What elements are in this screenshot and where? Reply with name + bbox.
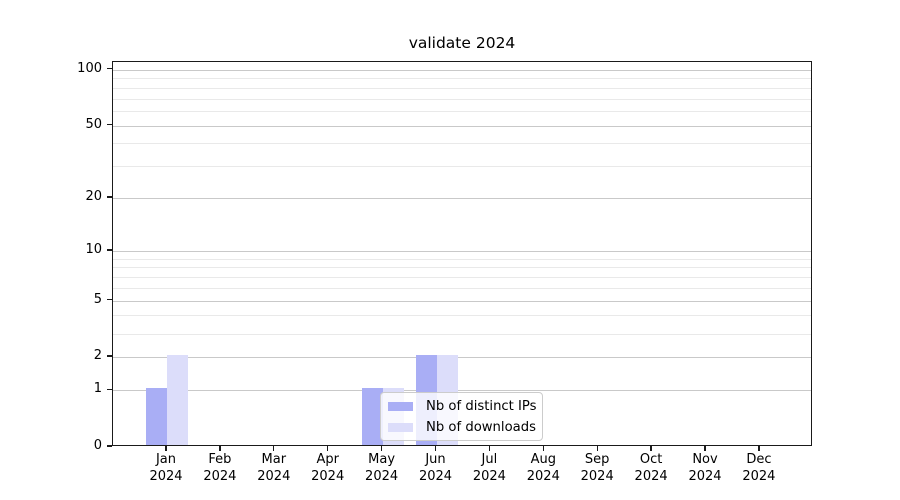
x-tick-jan	[165, 446, 167, 451]
bar-distinct-ips-jan	[146, 388, 167, 445]
x-tick-jun	[434, 446, 437, 451]
x-tick-label-oct: Oct 2024	[621, 452, 681, 485]
y-tick-20	[107, 196, 112, 198]
x-tick-label-month: Aug	[530, 452, 556, 467]
x-tick-label-year: 2024	[418, 468, 453, 484]
gridline-minor-9	[113, 258, 811, 260]
x-tick-feb	[219, 446, 221, 451]
x-tick-label-nov: Nov 2024	[675, 452, 735, 485]
y-tick-10	[107, 249, 112, 251]
y-tick-label-10: 10	[85, 241, 102, 257]
x-tick-label-aug: Aug 2024	[513, 452, 573, 485]
y-tick-label-0: 0	[93, 438, 102, 453]
x-tick-label-year: 2024	[203, 468, 237, 484]
legend-label-distinct-ips: Nb of distinct IPs	[426, 398, 537, 414]
x-tick-label-year: 2024	[688, 468, 722, 484]
gridline-major-2	[113, 357, 811, 359]
x-tick-nov	[704, 446, 706, 451]
gridline-major-100	[113, 69, 811, 71]
y-tick-0	[107, 445, 112, 447]
x-tick-oct	[650, 446, 652, 451]
x-tick-label-year: 2024	[311, 468, 345, 484]
chart-title: validate 2024	[408, 34, 516, 52]
legend-item-distinct-ips: Nb of distinct IPs	[388, 398, 537, 415]
x-tick-label-dec: Dec 2024	[729, 452, 789, 485]
x-tick-label-mar: Mar 2024	[244, 452, 304, 485]
x-tick-label-year: 2024	[149, 468, 183, 484]
gridline-minor-30	[113, 166, 811, 168]
x-tick-label-month: Jun	[425, 452, 446, 467]
x-tick-mar	[273, 446, 275, 451]
x-tick-label-sep: Sep 2024	[567, 452, 627, 485]
gridline-minor-70	[113, 98, 811, 100]
gridline-major-10	[113, 250, 811, 252]
x-tick-label-month: Jul	[481, 452, 498, 467]
gridline-minor-4	[113, 315, 811, 317]
gridline-minor-80	[113, 87, 811, 89]
x-tick-label-month: Mar	[261, 452, 287, 467]
x-tick-label-month: Dec	[746, 452, 772, 467]
legend-item-downloads: Nb of downloads	[388, 419, 536, 436]
x-tick-label-year: 2024	[526, 468, 560, 484]
x-tick-label-month: May	[368, 452, 396, 467]
x-tick-jul	[488, 446, 491, 451]
gridline-minor-6	[113, 287, 811, 289]
y-tick-label-2: 2	[93, 348, 102, 364]
x-tick-label-month: Jan	[155, 452, 177, 467]
x-tick-may	[380, 446, 383, 451]
x-tick-label-month: Apr	[316, 452, 339, 467]
y-tick-2	[107, 355, 112, 357]
x-tick-label-jan: Jan 2024	[136, 452, 196, 485]
gridline-major-50	[113, 125, 811, 127]
x-tick-label-year: 2024	[634, 468, 668, 484]
x-tick-aug	[542, 446, 544, 451]
plot-area	[112, 61, 812, 446]
x-tick-sep	[596, 446, 598, 451]
x-tick-label-month: Feb	[208, 452, 232, 467]
bar-distinct-ips-may	[361, 388, 383, 445]
x-tick-label-jun: Jun 2024	[406, 452, 466, 485]
gridline-major-5	[113, 300, 811, 302]
gridline-minor-8	[113, 267, 811, 269]
x-tick-label-month: Nov	[692, 452, 718, 467]
legend-label-downloads: Nb of downloads	[426, 419, 536, 435]
gridline-major-20	[113, 198, 811, 200]
x-tick-label-may: May 2024	[352, 452, 412, 485]
x-tick-label-month: Sep	[584, 452, 610, 467]
x-tick-label-year: 2024	[365, 468, 399, 484]
gridline-minor-3	[113, 333, 811, 335]
x-tick-label-year: 2024	[472, 468, 506, 484]
x-tick-label-year: 2024	[742, 468, 776, 484]
y-tick-label-20: 20	[85, 189, 102, 205]
gridline-minor-60	[113, 110, 811, 112]
x-tick-label-month: Oct	[639, 452, 663, 467]
bar-downloads-jan	[167, 355, 188, 445]
x-tick-label-year: 2024	[580, 468, 614, 484]
y-tick-5	[107, 298, 112, 301]
y-tick-label-1: 1	[93, 381, 102, 397]
y-tick-label-5: 5	[93, 291, 102, 307]
y-tick-1	[107, 388, 112, 391]
gridline-minor-90	[113, 78, 811, 80]
legend-swatch-distinct-ips	[388, 401, 413, 411]
legend-swatch-downloads	[388, 422, 413, 432]
y-tick-label-100: 100	[77, 60, 102, 76]
gridline-minor-7	[113, 277, 811, 278]
x-tick-apr	[327, 446, 329, 451]
x-tick-dec	[758, 446, 760, 451]
legend: Nb of distinct IPs Nb of downloads	[380, 392, 543, 441]
y-tick-100	[107, 68, 112, 70]
y-tick-label-50: 50	[85, 116, 102, 132]
y-tick-50	[107, 123, 112, 126]
x-tick-label-feb: Feb 2024	[190, 452, 250, 485]
x-tick-label-year: 2024	[257, 468, 291, 484]
gridline-minor-40	[113, 143, 811, 145]
x-tick-label-apr: Apr 2024	[298, 452, 358, 485]
x-tick-label-jul: Jul 2024	[459, 452, 519, 485]
gridline-major-1	[113, 390, 811, 392]
